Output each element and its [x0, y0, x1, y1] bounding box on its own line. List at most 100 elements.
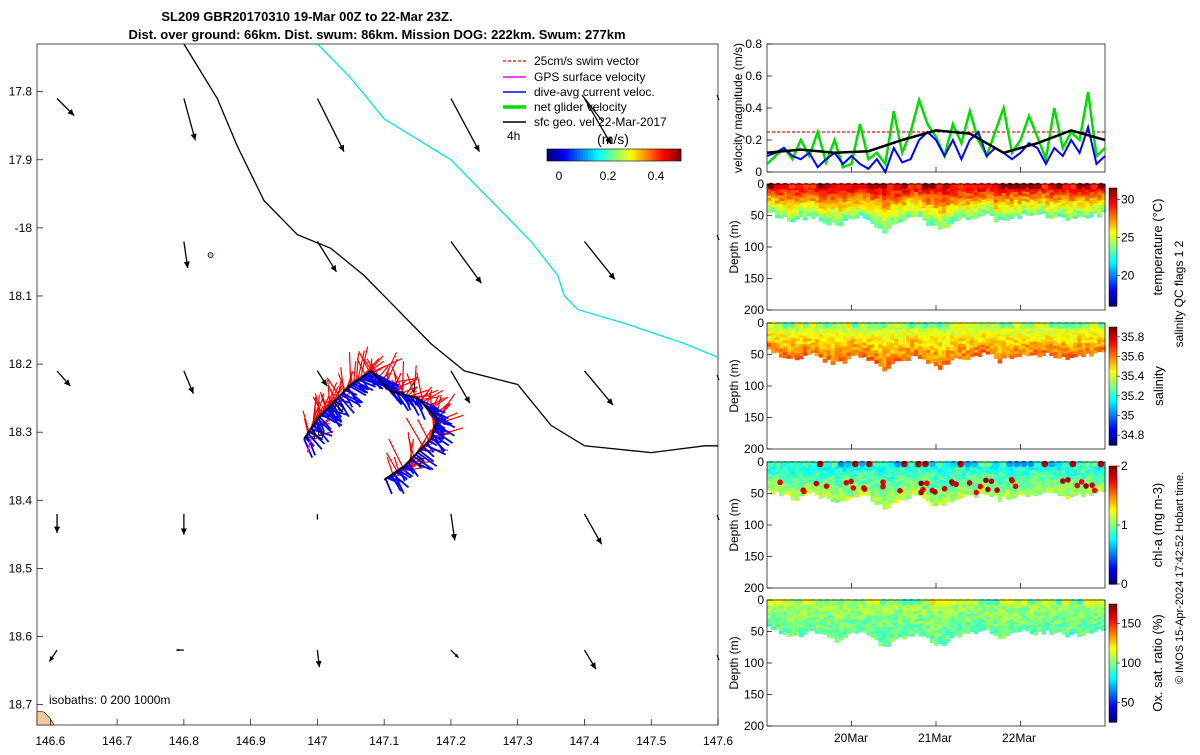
section-cell: [1021, 627, 1026, 630]
section-cell: [882, 642, 887, 646]
map-y-tick-label: -18: [15, 221, 33, 235]
section-cell: [878, 213, 883, 217]
section-cell: [1045, 489, 1050, 492]
section-cell: [843, 360, 848, 364]
section-cell: [938, 199, 943, 203]
section-cell: [1025, 494, 1030, 497]
section-cell: [827, 204, 832, 208]
section-cell: [827, 496, 832, 500]
section-cell: [1073, 493, 1078, 496]
section-cell: [938, 497, 943, 501]
section-cell: [874, 198, 879, 202]
section-cell: [1010, 216, 1015, 219]
colorbar-cell: [661, 149, 663, 161]
section-cell: [1045, 215, 1050, 218]
section-cell: [878, 359, 883, 363]
section-cell: [882, 208, 887, 213]
section-cell: [938, 501, 943, 505]
colorbar-cell: [585, 149, 587, 161]
section-cell: [827, 634, 832, 638]
section-cell: [934, 359, 939, 363]
section-cell: [878, 337, 883, 341]
section-cell: [886, 357, 891, 361]
section-cell: [886, 349, 891, 353]
section-cell: [851, 630, 856, 633]
title-line-1: SL209 GBR20170310 19-Mar 00Z to 22-Mar 2…: [161, 9, 452, 24]
section-cell: [886, 504, 891, 508]
section-cell: [958, 495, 963, 499]
chla-maximum-dot: [949, 479, 955, 485]
section-cell: [886, 642, 891, 646]
section-cell: [934, 215, 939, 219]
section-cell: [886, 342, 891, 346]
day-label: 1: [411, 380, 418, 394]
chla-maximum-dot: [918, 481, 924, 487]
section-cell: [942, 494, 947, 498]
colorbar-units: (m/s): [597, 131, 629, 147]
colorbar-cell: [677, 149, 679, 161]
map-x-tick-label: 147.3: [503, 734, 533, 748]
section-cell: [946, 498, 951, 502]
colorbar-cell: [663, 149, 665, 161]
section-cell: [946, 223, 951, 227]
section-cell: [858, 492, 863, 495]
chla-maximum-dot: [1089, 482, 1095, 488]
section-cell: [998, 360, 1003, 364]
speed-colorbar: [547, 149, 681, 161]
section-cell: [1069, 632, 1074, 635]
section-cell: [886, 639, 891, 643]
section-cell: [934, 191, 939, 195]
section-cell: [1010, 630, 1015, 633]
section-cell: [938, 607, 943, 611]
section-cell: [811, 628, 816, 631]
colorbar-cell: [625, 149, 627, 161]
section-cell: [946, 206, 951, 210]
section-cell: [942, 476, 947, 480]
section-cell: [886, 473, 891, 477]
section-cell: [835, 607, 840, 611]
section-cell: [827, 194, 832, 198]
section-cell: [878, 352, 883, 356]
section-cell: [819, 218, 824, 222]
section-cell: [886, 623, 891, 627]
section-cell: [827, 201, 832, 205]
section-cell: [1045, 628, 1050, 631]
section-cell: [874, 202, 879, 206]
section-cell: [934, 480, 939, 484]
section-cell: [946, 628, 951, 632]
section-cell: [1049, 353, 1054, 356]
section-cell: [890, 638, 895, 642]
section-cell: [831, 337, 836, 341]
colorbar-cell: [613, 149, 615, 161]
section-cell: [1014, 494, 1019, 498]
section-cell: [894, 358, 899, 362]
duration-label: 4h: [507, 129, 520, 143]
section-colorbar-tick-label: 35.8: [1121, 330, 1145, 344]
section-cell: [890, 620, 895, 624]
section-cell: [878, 221, 883, 225]
section-cell: [1010, 496, 1015, 500]
section-cell: [954, 218, 959, 222]
section-cell: [986, 627, 991, 630]
section-cell: [890, 617, 895, 621]
section-cell: [791, 219, 796, 223]
section-cell: [942, 623, 947, 627]
section-cell: [946, 195, 951, 199]
section-cell: [839, 219, 844, 223]
map-x-tick-label: 147.2: [436, 734, 466, 748]
section-cell: [835, 628, 840, 632]
section-cell: [1002, 355, 1007, 359]
section-cell: [942, 615, 947, 619]
section-cell: [767, 624, 772, 627]
section-cell: [998, 635, 1003, 639]
colorbar-cell: [659, 149, 661, 161]
colorbar-cell: [641, 149, 643, 161]
section-cell: [1033, 632, 1038, 636]
section-cell: [775, 627, 780, 630]
colorbar-cell: [637, 149, 639, 161]
section-cell: [930, 215, 935, 219]
section-cell: [938, 191, 943, 195]
section-cell: [886, 500, 891, 504]
section-cell: [934, 619, 939, 623]
